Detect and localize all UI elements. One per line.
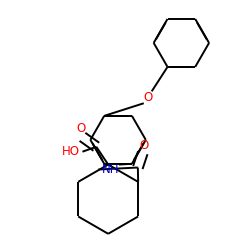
Text: O: O (143, 91, 152, 104)
Text: O: O (139, 139, 148, 152)
Text: NH: NH (102, 163, 119, 176)
Text: HO: HO (62, 145, 80, 158)
Text: O: O (77, 122, 86, 136)
